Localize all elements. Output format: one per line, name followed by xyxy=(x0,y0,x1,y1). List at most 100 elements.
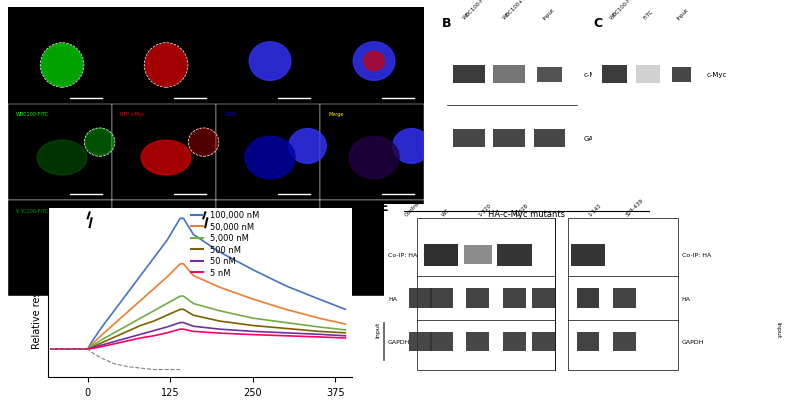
Text: WBC100-FITC: WBC100-FITC xyxy=(16,208,50,213)
5,000 nM xyxy=(83,347,93,352)
5,000 nM xyxy=(248,316,258,321)
50 nM xyxy=(178,320,188,325)
Line: 50 nM: 50 nM xyxy=(51,323,346,349)
5 nM xyxy=(136,336,146,340)
5,000 nM xyxy=(136,316,146,321)
Bar xyxy=(534,129,566,148)
50 nM xyxy=(189,324,198,329)
50,000 nM xyxy=(83,347,93,352)
Bar xyxy=(494,129,525,148)
Ellipse shape xyxy=(146,45,187,87)
5 nM xyxy=(86,346,96,351)
5,000 nM xyxy=(178,294,188,299)
5 nM xyxy=(162,330,172,335)
Text: FITC: FITC xyxy=(642,10,654,21)
Text: E: E xyxy=(380,201,389,214)
100,000 nM xyxy=(178,217,188,221)
50,000 nM xyxy=(178,262,188,267)
50,000 nM xyxy=(341,322,350,327)
Bar xyxy=(503,332,526,351)
Bar xyxy=(672,68,691,83)
Text: RFP c-Myc: RFP c-Myc xyxy=(120,112,145,117)
Text: Input: Input xyxy=(776,321,781,337)
5,000 nM xyxy=(162,301,172,306)
Text: WBC100-FITC: WBC100-FITC xyxy=(16,112,50,117)
Line: 5 nM: 5 nM xyxy=(51,329,346,349)
Text: 1-328: 1-328 xyxy=(514,203,530,217)
500 nM xyxy=(162,313,172,318)
Text: A: A xyxy=(12,14,22,27)
100,000 nM xyxy=(86,341,96,346)
Text: Input: Input xyxy=(375,321,380,337)
5,000 nM xyxy=(110,330,119,335)
Text: Co-IP: HA: Co-IP: HA xyxy=(388,253,418,257)
Bar xyxy=(602,66,626,84)
Bar xyxy=(424,244,458,266)
100,000 nM xyxy=(314,297,324,302)
Bar xyxy=(216,200,320,297)
50,000 nM xyxy=(136,298,146,303)
100,000 nM xyxy=(341,307,350,312)
Text: 329-439: 329-439 xyxy=(625,197,645,217)
500 nM xyxy=(341,330,350,335)
100,000 nM xyxy=(189,233,198,237)
Text: RFP: RFP xyxy=(120,208,130,213)
Text: Merge: Merge xyxy=(328,208,344,213)
50,000 nM xyxy=(248,297,258,302)
Bar xyxy=(466,289,490,308)
500 nM xyxy=(83,347,93,352)
500 nM xyxy=(46,347,56,352)
5 nM xyxy=(189,329,198,334)
Text: Input: Input xyxy=(676,8,690,21)
Bar xyxy=(216,104,320,200)
500 nM xyxy=(215,319,225,324)
Bar xyxy=(614,289,636,308)
500 nM xyxy=(149,319,158,324)
500 nM xyxy=(86,346,96,350)
100,000 nM xyxy=(46,347,56,352)
Text: GAPDH: GAPDH xyxy=(388,339,410,344)
5 nM xyxy=(122,339,132,344)
Bar xyxy=(498,244,532,266)
5,000 nM xyxy=(281,320,290,325)
Bar xyxy=(494,66,525,84)
Text: D: D xyxy=(11,205,22,218)
Bar xyxy=(417,219,555,371)
5 nM xyxy=(178,327,188,332)
100,000 nM xyxy=(248,267,258,272)
500 nM xyxy=(248,323,258,328)
5 nM xyxy=(248,332,258,337)
500 nM xyxy=(189,313,198,318)
50 nM xyxy=(83,347,93,352)
50,000 nM xyxy=(86,343,96,348)
Bar xyxy=(532,332,554,351)
Text: Control: Control xyxy=(404,200,422,217)
Text: WBC100-FITC: WBC100-FITC xyxy=(609,0,638,21)
500 nM xyxy=(178,307,188,312)
5 nM xyxy=(175,327,185,332)
Ellipse shape xyxy=(289,129,326,164)
5 nM xyxy=(281,334,290,338)
50,000 nM xyxy=(189,273,198,278)
500 nM xyxy=(175,307,185,312)
Bar xyxy=(410,332,432,351)
Bar xyxy=(463,245,492,265)
Text: DAPI: DAPI xyxy=(224,112,236,117)
50,000 nM xyxy=(281,307,290,312)
Ellipse shape xyxy=(141,141,191,176)
5,000 nM xyxy=(96,338,106,343)
Text: C: C xyxy=(593,18,602,30)
Ellipse shape xyxy=(189,129,218,156)
500 nM xyxy=(122,329,132,334)
5 nM xyxy=(83,347,93,352)
50 nM xyxy=(215,327,225,332)
Text: GAPDH: GAPDH xyxy=(584,136,609,141)
5,000 nM xyxy=(175,294,185,299)
Text: 1-320: 1-320 xyxy=(478,203,493,217)
50,000 nM xyxy=(46,347,56,352)
50 nM xyxy=(162,325,172,330)
Text: B: B xyxy=(442,18,451,30)
Bar xyxy=(503,289,526,308)
Text: Input: Input xyxy=(542,8,556,21)
50 nM xyxy=(341,334,350,338)
